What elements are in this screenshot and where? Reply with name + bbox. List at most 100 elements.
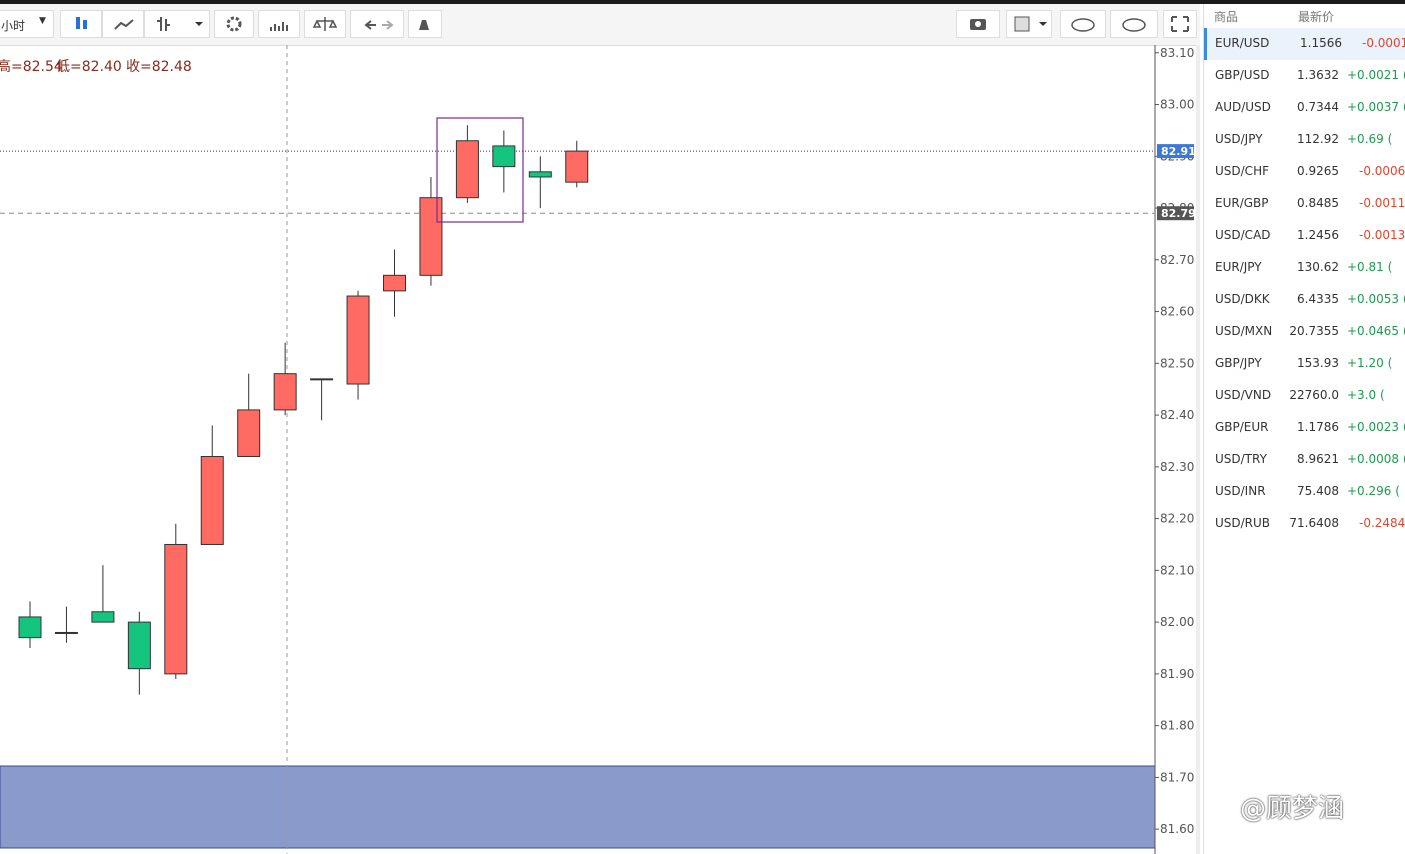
price: 1.2456 [1297, 228, 1339, 242]
symbol: EUR/JPY [1215, 260, 1262, 274]
candle-body [383, 274, 406, 292]
candle-body [419, 197, 443, 276]
change: +0.81 ( [1347, 260, 1393, 274]
cloud-upload[interactable] [1110, 10, 1158, 38]
change: +0.0023 ( [1347, 420, 1405, 434]
watch-row[interactable]: AUD/USD 0.7344 +0.0037 ( [1204, 92, 1405, 124]
watch-row[interactable]: EUR/GBP 0.8485 -0.0011 [1204, 188, 1405, 220]
candle-body [200, 455, 224, 545]
candle-body [273, 373, 297, 411]
ohlc-value: 收=82.48 [126, 59, 192, 75]
change: +0.69 ( [1347, 132, 1393, 146]
watermark: @顾梦涵 [1240, 794, 1345, 824]
watch-row[interactable]: USD/VND 22760.0 +3.0 ( [1204, 380, 1405, 412]
price: 130.62 [1297, 260, 1339, 274]
symbol: USD/MXN [1215, 324, 1273, 338]
y-tick-label: 82.00 [1160, 615, 1194, 629]
watch-row[interactable]: USD/RUB 71.6408 -0.2484 [1204, 508, 1405, 540]
watch-row[interactable]: EUR/USD 1.1566 -0.0001 [1204, 28, 1405, 60]
watchlist: 商品 最新价 EUR/USD 1.1566 -0.0001 GBP/USD 1.3632 +0… [1203, 4, 1405, 854]
change: +0.0037 ( [1347, 100, 1405, 114]
change: +0.0465 ( [1347, 324, 1405, 338]
price: 112.92 [1297, 132, 1339, 146]
watch-row[interactable]: USD/TRY 8.9621 +0.0008 ( [1204, 444, 1405, 476]
selection-box [436, 117, 524, 223]
change: +1.20 ( [1347, 356, 1393, 370]
screenshot-button[interactable] [956, 10, 1000, 38]
bar-button[interactable] [144, 10, 210, 38]
y-tick-label: 82.30 [1160, 460, 1194, 474]
candle-body [565, 150, 589, 183]
axis-gap [1196, 45, 1200, 854]
symbol: USD/INR [1215, 484, 1266, 498]
change: -0.2484 [1359, 516, 1405, 530]
watch-row[interactable]: GBP/USD 1.3632 +0.0021 ( [1204, 60, 1405, 92]
indicator-button[interactable] [258, 10, 300, 38]
y-tick-label: 81.90 [1160, 667, 1194, 681]
top-bar [0, 0, 1405, 4]
watch-row[interactable]: GBP/EUR 1.1786 +0.0023 ( [1204, 412, 1405, 444]
symbol: GBP/JPY [1215, 356, 1262, 370]
y-tick-label: 81.60 [1160, 822, 1194, 836]
symbol: USD/JPY [1215, 132, 1263, 146]
settings-button[interactable] [214, 10, 254, 38]
symbol: USD/CHF [1215, 164, 1269, 178]
price: 1.1566 [1300, 36, 1342, 50]
y-tick-label: 82.60 [1160, 305, 1194, 319]
indicator-panel [0, 765, 1156, 849]
candle-body [127, 621, 151, 670]
color-button[interactable] [1006, 10, 1052, 38]
watch-row[interactable]: USD/CHF 0.9265 -0.0006 [1204, 156, 1405, 188]
interval-select[interactable]: 小时 ▼ [0, 10, 54, 38]
ohlc-value: 低=82.40 [56, 59, 122, 75]
watch-row[interactable]: USD/DKK 6.4335 +0.0053 ( [1204, 284, 1405, 316]
candle-body [164, 543, 188, 675]
candle-body [54, 631, 78, 634]
price: 1.1786 [1297, 420, 1339, 434]
compare-button[interactable] [304, 10, 346, 38]
undo-redo[interactable] [350, 10, 404, 38]
price-tag [1157, 144, 1194, 159]
watch-header: 最新价 [1298, 10, 1335, 24]
y-tick-label: 82.20 [1160, 512, 1194, 526]
interval: 小时 [1, 19, 26, 33]
candle-body [237, 409, 261, 457]
alert-button[interactable] [408, 10, 442, 38]
change: -0.0011 [1359, 196, 1405, 210]
candle-body [455, 140, 479, 199]
symbol: USD/VND [1215, 388, 1272, 402]
symbol: AUD/USD [1215, 100, 1271, 114]
change: -0.0001 [1362, 36, 1405, 50]
symbol: USD/CAD [1215, 228, 1271, 242]
watch-row[interactable]: EUR/JPY 130.62 +0.81 ( [1204, 252, 1405, 284]
change: +0.0053 ( [1347, 292, 1405, 306]
watch-row[interactable]: USD/INR 75.408 +0.296 ( [1204, 476, 1405, 508]
candle-button[interactable] [60, 10, 102, 38]
symbol: EUR/USD [1215, 36, 1270, 50]
watch-row[interactable]: USD/CAD 1.2456 -0.0013 [1204, 220, 1405, 252]
change: -0.0006 [1359, 164, 1405, 178]
y-tick-label: 83.10 [1160, 46, 1194, 60]
cloud-download[interactable] [1060, 10, 1106, 38]
price: 75.408 [1297, 484, 1339, 498]
price: 0.9265 [1297, 164, 1339, 178]
price: 6.4335 [1297, 292, 1339, 306]
change: -0.0013 [1359, 228, 1405, 242]
fullscreen[interactable] [1163, 10, 1197, 38]
symbol: USD/RUB [1215, 516, 1271, 530]
watch-row[interactable]: USD/MXN 20.7355 +0.0465 ( [1204, 316, 1405, 348]
watch-row[interactable]: USD/JPY 112.92 +0.69 ( [1204, 124, 1405, 156]
price: 0.7344 [1297, 100, 1339, 114]
watch-header: 商品 [1214, 10, 1239, 24]
candle-body [346, 295, 370, 385]
watch-row[interactable]: GBP/JPY 153.93 +1.20 ( [1204, 348, 1405, 380]
symbol: GBP/EUR [1215, 420, 1269, 434]
y-tick-label: 82.10 [1160, 563, 1194, 577]
price: 8.9621 [1297, 452, 1339, 466]
symbol: EUR/GBP [1215, 196, 1269, 210]
price: 20.7355 [1289, 324, 1339, 338]
line-button[interactable] [102, 10, 144, 38]
price: 22760.0 [1289, 388, 1339, 402]
price-tag [1157, 206, 1194, 221]
